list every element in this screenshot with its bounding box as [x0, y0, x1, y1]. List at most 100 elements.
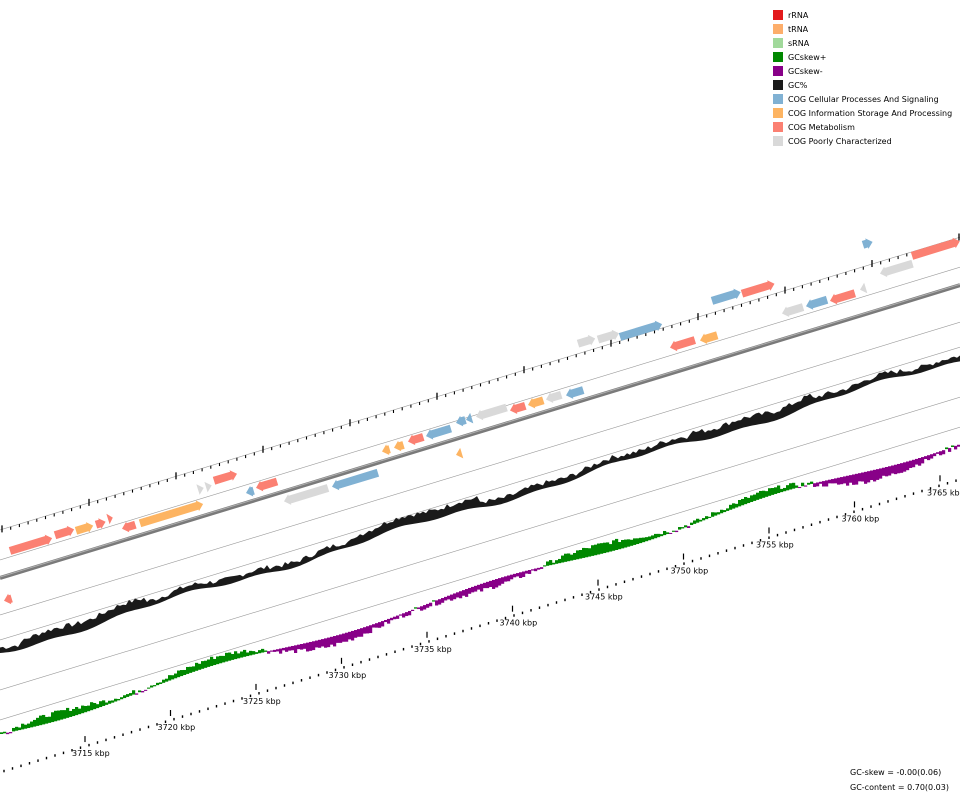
gcskew-positive-bar [696, 518, 700, 523]
gcskew-positive-bar [177, 670, 181, 678]
gcskew-negative-bar [933, 453, 937, 457]
gene-arrow [782, 303, 805, 317]
legend-item-gcskew-plus: GCskew+ [773, 50, 952, 64]
gcskew-positive-bar [159, 682, 163, 684]
coordinate-ticks [3, 479, 957, 773]
coordinate-label: 3725 kbp [243, 697, 281, 706]
gcskew-negative-bar [858, 473, 862, 482]
gene-arrow [510, 402, 527, 414]
legend-label: GC% [788, 80, 808, 90]
coordinate-label: 3755 kbp [756, 540, 794, 549]
legend-label: COG Metabolism [788, 122, 855, 132]
gene-arrow [476, 403, 508, 421]
gcskew-negative-bar [879, 468, 883, 479]
guide-line [0, 346, 960, 641]
gcskew-positive-bar [951, 445, 955, 447]
gene-arrow [332, 468, 380, 491]
gcskew-positive-bar [63, 710, 67, 719]
gc-content-stat: GC-content = 0.70(0.03) [850, 783, 949, 792]
gene-arrow [466, 412, 474, 424]
gcskew-positive-bar [123, 695, 127, 699]
gcskew-positive-bar [783, 487, 787, 492]
gene-arrow [880, 259, 914, 278]
gcskew-positive-bar [48, 716, 52, 723]
gcskew-positive-bar [651, 535, 655, 540]
gcskew-positive-bar [738, 499, 742, 507]
gcskew-negative-bar [942, 450, 946, 455]
gcskew-positive-bar [645, 537, 649, 542]
gene-arrow [106, 513, 113, 525]
gene-arrow [456, 447, 464, 459]
gcskew-negative-bar [384, 619, 388, 623]
gcskew-positive-bar [99, 701, 103, 708]
gcskew-negative-bar [276, 649, 280, 652]
gcskew-positive-bar [699, 519, 703, 522]
legend-label: sRNA [788, 38, 810, 48]
gcskew-positive-bar [762, 490, 766, 498]
gcskew-negative-bar [843, 476, 847, 484]
legend-label: COG Information Storage And Processing [788, 108, 953, 118]
guide-line [0, 396, 960, 691]
gcskew-positive-bar [708, 516, 712, 518]
gcskew-positive-bar [57, 710, 61, 721]
gene-arrow [700, 331, 719, 344]
legend-label: GCskew+ [788, 52, 827, 62]
gcskew-negative-bar [294, 645, 298, 654]
gcskew-negative-bar [444, 596, 448, 601]
gcskew-positive-bar [153, 685, 157, 687]
gene-arrow [8, 534, 53, 555]
gcskew-negative-bar [510, 574, 514, 580]
coordinate-labels: 3715 kbp 3720 kbp 3725 kbp 3730 kbp 3735 kbp… [72, 475, 960, 758]
gcskew-positive-bar [564, 553, 568, 562]
gcskew-negative-bar [852, 474, 856, 485]
gcskew-negative-bar [846, 475, 850, 486]
gcskew-negative-bar [504, 576, 508, 582]
gene-arrow [670, 336, 696, 352]
gcskew-positive-bar [237, 653, 241, 659]
gcskew-negative-bar [948, 448, 952, 452]
gcskew-positive-bar [789, 483, 793, 490]
gcskew-positive-bar [624, 539, 628, 548]
gcskew-negative-bar [366, 626, 370, 634]
gcskew-negative-bar [390, 617, 394, 621]
gcskew-negative-bar [882, 467, 886, 476]
gcskew-positive-bar [765, 491, 769, 497]
gcskew-negative-bar [471, 586, 475, 593]
gc-skew-stat: GC-skew = -0.00(0.06) [850, 768, 942, 777]
gene-arrow [382, 444, 391, 455]
gcskew-positive-bar [795, 485, 799, 488]
gcskew-negative-bar [312, 641, 316, 651]
gcskew-negative-bar [141, 691, 145, 693]
coordinate-label: 3730 kbp [329, 671, 367, 680]
gcskew-positive-bar [666, 532, 670, 535]
gcskew-negative-bar [420, 606, 424, 611]
gcskew-negative-bar [831, 479, 835, 484]
gene-arrow [284, 484, 330, 505]
gcskew-positive-bar [600, 543, 604, 554]
gcskew-negative-bar [894, 464, 898, 475]
legend-swatch [773, 52, 783, 62]
coordinate-label: 3760 kbp [842, 514, 880, 523]
gcskew-positive-bar [129, 693, 133, 696]
coordinate-label: 3765 kbp [927, 488, 960, 497]
gcskew-positive-bar [774, 487, 778, 494]
gcskew-positive-bar [768, 488, 772, 496]
gcskew-positive-bar [591, 545, 595, 556]
genome-backbone [0, 283, 960, 580]
gcskew-positive-bar [207, 659, 211, 667]
gene-arrow [246, 486, 255, 497]
gcskew-positive-bar [33, 719, 37, 727]
gcskew-positive-bar [543, 565, 547, 567]
gcskew-negative-bar [360, 628, 364, 637]
gcskew-positive-bar [69, 710, 73, 717]
gcskew-positive-bar [735, 503, 739, 508]
gcskew-negative-bar [342, 633, 346, 642]
gcskew-positive-bar [570, 554, 574, 561]
gcskew-negative-bar [816, 482, 820, 487]
legend-label: COG Poorly Characterized [788, 136, 892, 146]
gcskew-negative-bar [519, 572, 523, 579]
gcskew-positive-bar [198, 663, 202, 670]
gcskew-positive-bar [639, 537, 643, 544]
gcskew-negative-bar [819, 481, 823, 484]
gcskew-positive-bar [657, 533, 661, 538]
